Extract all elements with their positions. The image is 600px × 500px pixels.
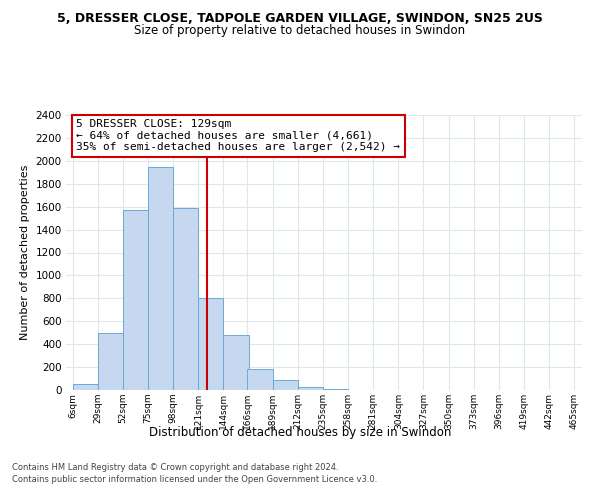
Bar [272, 380, 298, 390]
Y-axis label: Number of detached properties: Number of detached properties [20, 165, 30, 340]
Text: Contains HM Land Registry data © Crown copyright and database right 2024.: Contains HM Land Registry data © Crown c… [12, 464, 338, 472]
Bar [98, 332, 123, 390]
Bar [247, 369, 272, 390]
Bar [298, 386, 323, 390]
Bar [223, 335, 248, 390]
Text: 5, DRESSER CLOSE, TADPOLE GARDEN VILLAGE, SWINDON, SN25 2US: 5, DRESSER CLOSE, TADPOLE GARDEN VILLAGE… [57, 12, 543, 26]
Bar [173, 208, 198, 390]
Bar [198, 298, 223, 390]
Bar [148, 166, 173, 390]
Text: 5 DRESSER CLOSE: 129sqm
← 64% of detached houses are smaller (4,661)
35% of semi: 5 DRESSER CLOSE: 129sqm ← 64% of detache… [76, 119, 400, 152]
Bar [73, 384, 98, 390]
Bar [123, 210, 148, 390]
Text: Distribution of detached houses by size in Swindon: Distribution of detached houses by size … [149, 426, 451, 439]
Text: Contains public sector information licensed under the Open Government Licence v3: Contains public sector information licen… [12, 474, 377, 484]
Text: Size of property relative to detached houses in Swindon: Size of property relative to detached ho… [134, 24, 466, 37]
